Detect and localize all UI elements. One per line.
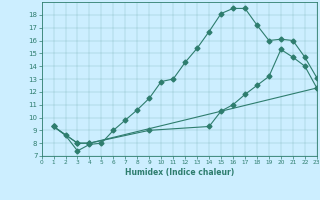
X-axis label: Humidex (Indice chaleur): Humidex (Indice chaleur) [124, 168, 234, 177]
